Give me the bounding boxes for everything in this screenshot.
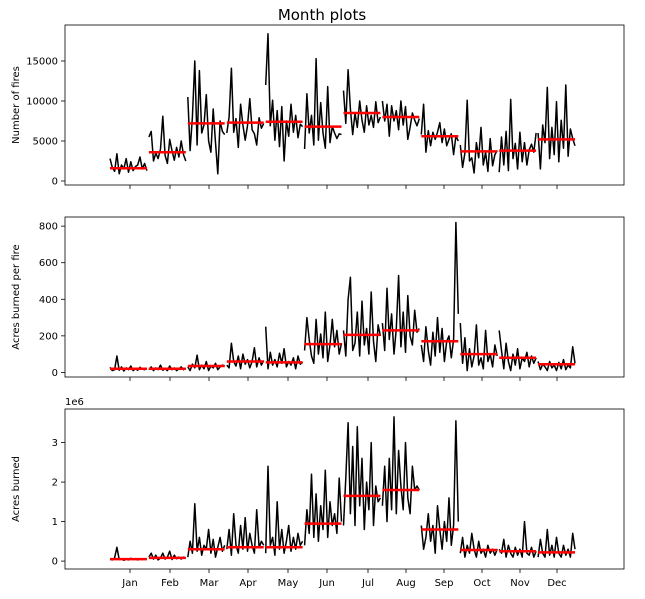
series-line-apr bbox=[226, 67, 265, 149]
series-line-oct bbox=[459, 323, 498, 372]
y-tick-label: 3 bbox=[52, 438, 58, 449]
y-tick-label: 1 bbox=[52, 517, 58, 528]
y-tick-label: 10000 bbox=[26, 97, 58, 108]
series-line-jun bbox=[303, 311, 343, 365]
x-tick-label-jul: Jul bbox=[361, 578, 374, 589]
series-line-apr bbox=[226, 342, 265, 370]
y-tick-label: 0 bbox=[52, 177, 58, 188]
y-tick-label: 400 bbox=[39, 295, 58, 306]
y-tick-label: 15000 bbox=[26, 57, 58, 68]
y-axis-label: Acres burned bbox=[11, 456, 22, 522]
subplot-3: 0 1 2 3 Acres burned 1e6 Jan Feb Mar Apr May Jun Jul… bbox=[11, 397, 625, 589]
axes-frame bbox=[64, 24, 625, 186]
series-line-jul bbox=[342, 276, 382, 363]
axes-frame bbox=[64, 216, 625, 378]
chart-title: Month plots bbox=[278, 6, 367, 24]
series-line-sep bbox=[420, 103, 459, 156]
series-line-dec bbox=[537, 84, 576, 170]
y-axis-label: Acres burned per fire bbox=[11, 244, 22, 349]
series-line-mar bbox=[187, 60, 226, 175]
y-tick-label: 0 bbox=[52, 557, 58, 568]
series-line-jul bbox=[342, 422, 382, 531]
series-line-apr bbox=[226, 508, 265, 556]
series-line-aug bbox=[381, 274, 420, 355]
y-tick-label: 600 bbox=[39, 258, 58, 269]
y-tick-label: 0 bbox=[52, 368, 58, 379]
x-tick-label-apr: Apr bbox=[239, 578, 257, 589]
y-tick-label: 200 bbox=[39, 331, 58, 342]
x-tick-label-nov: Nov bbox=[510, 578, 530, 589]
x-tick-label-may: May bbox=[278, 578, 299, 589]
y-offset-label: 1e6 bbox=[65, 397, 84, 408]
y-axis-label: Number of fires bbox=[11, 66, 22, 144]
series-line-dec bbox=[537, 346, 576, 372]
y-tick-label: 800 bbox=[39, 222, 58, 233]
subplot-1: 0 5000 10000 15000 Number of fires bbox=[11, 24, 625, 189]
series-line-jul bbox=[342, 69, 382, 136]
x-tick-label-jun: Jun bbox=[318, 578, 335, 589]
x-tick-label-sep: Sep bbox=[435, 578, 454, 589]
series-line-sep bbox=[420, 221, 460, 366]
series-line-aug bbox=[381, 416, 420, 523]
subplot-2: 0 200 400 600 800 Acres burned per fire bbox=[11, 216, 625, 381]
x-tick-label-dec: Dec bbox=[547, 578, 566, 589]
y-tick-label: 2 bbox=[52, 478, 58, 489]
x-tick-label-oct: Oct bbox=[473, 578, 490, 589]
y-tick-label: 5000 bbox=[33, 137, 58, 148]
series-line-nov bbox=[498, 98, 537, 173]
series-line-jun bbox=[303, 57, 342, 150]
series-line-nov bbox=[498, 330, 537, 372]
x-tick-label-jan: Jan bbox=[121, 578, 137, 589]
series-line-jun bbox=[303, 469, 343, 546]
series-line-oct bbox=[459, 99, 498, 174]
series-line-may bbox=[264, 465, 304, 556]
x-tick-label-aug: Aug bbox=[396, 578, 416, 589]
series-line-jan bbox=[109, 153, 148, 175]
series-line-may bbox=[264, 326, 304, 370]
axes-frame bbox=[64, 408, 625, 570]
series-line-aug bbox=[381, 100, 421, 141]
x-tick-label-feb: Feb bbox=[161, 578, 179, 589]
subplots: 0 5000 10000 15000 Number of fires 0 200 400 600… bbox=[11, 24, 625, 589]
x-tick-label-mar: Mar bbox=[200, 578, 220, 589]
